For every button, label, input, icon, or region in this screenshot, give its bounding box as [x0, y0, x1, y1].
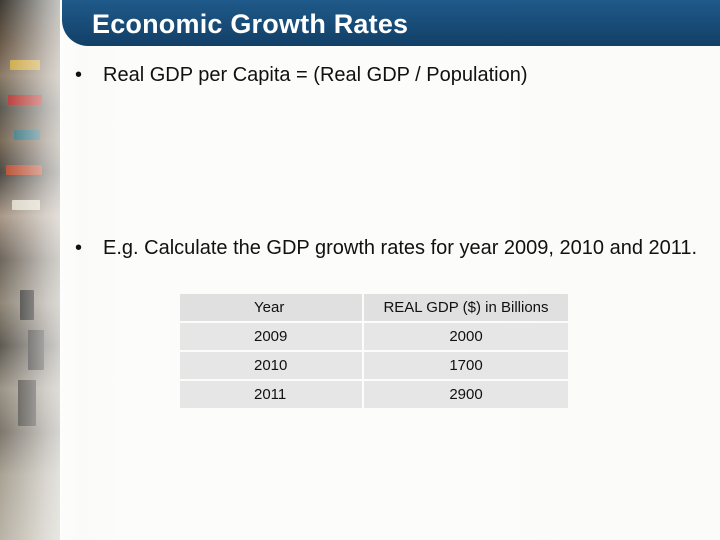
- header-real-gdp: REAL GDP ($) in Billions: [364, 294, 568, 321]
- bullet-marker: •: [75, 64, 83, 86]
- table-row: 2011 2900: [180, 381, 568, 408]
- gdp-table: Year REAL GDP ($) in Billions 2009 2000 …: [178, 292, 570, 410]
- table-row: 2009 2000: [180, 323, 568, 350]
- table-header-row: Year REAL GDP ($) in Billions: [180, 294, 568, 321]
- bullet-example: • E.g. Calculate the GDP growth rates fo…: [75, 235, 697, 291]
- slide-title: Economic Growth Rates: [92, 9, 409, 39]
- cell-gdp: 2900: [364, 381, 568, 408]
- bullet-gdp-per-capita: • Real GDP per Capita = (Real GDP / Popu…: [75, 62, 695, 90]
- cell-year: 2011: [180, 381, 362, 408]
- cell-gdp: 1700: [364, 352, 568, 379]
- cell-year: 2010: [180, 352, 362, 379]
- cell-gdp: 2000: [364, 323, 568, 350]
- title-bar: [62, 0, 720, 46]
- bullet-text: E.g. Calculate the GDP growth rates for …: [103, 237, 698, 259]
- bullet-marker: •: [75, 237, 83, 259]
- header-year: Year: [180, 294, 362, 321]
- table-row: 2010 1700: [180, 352, 568, 379]
- bullet-text: Real GDP per Capita = (Real GDP / Popula…: [103, 64, 528, 86]
- cell-year: 2009: [180, 323, 362, 350]
